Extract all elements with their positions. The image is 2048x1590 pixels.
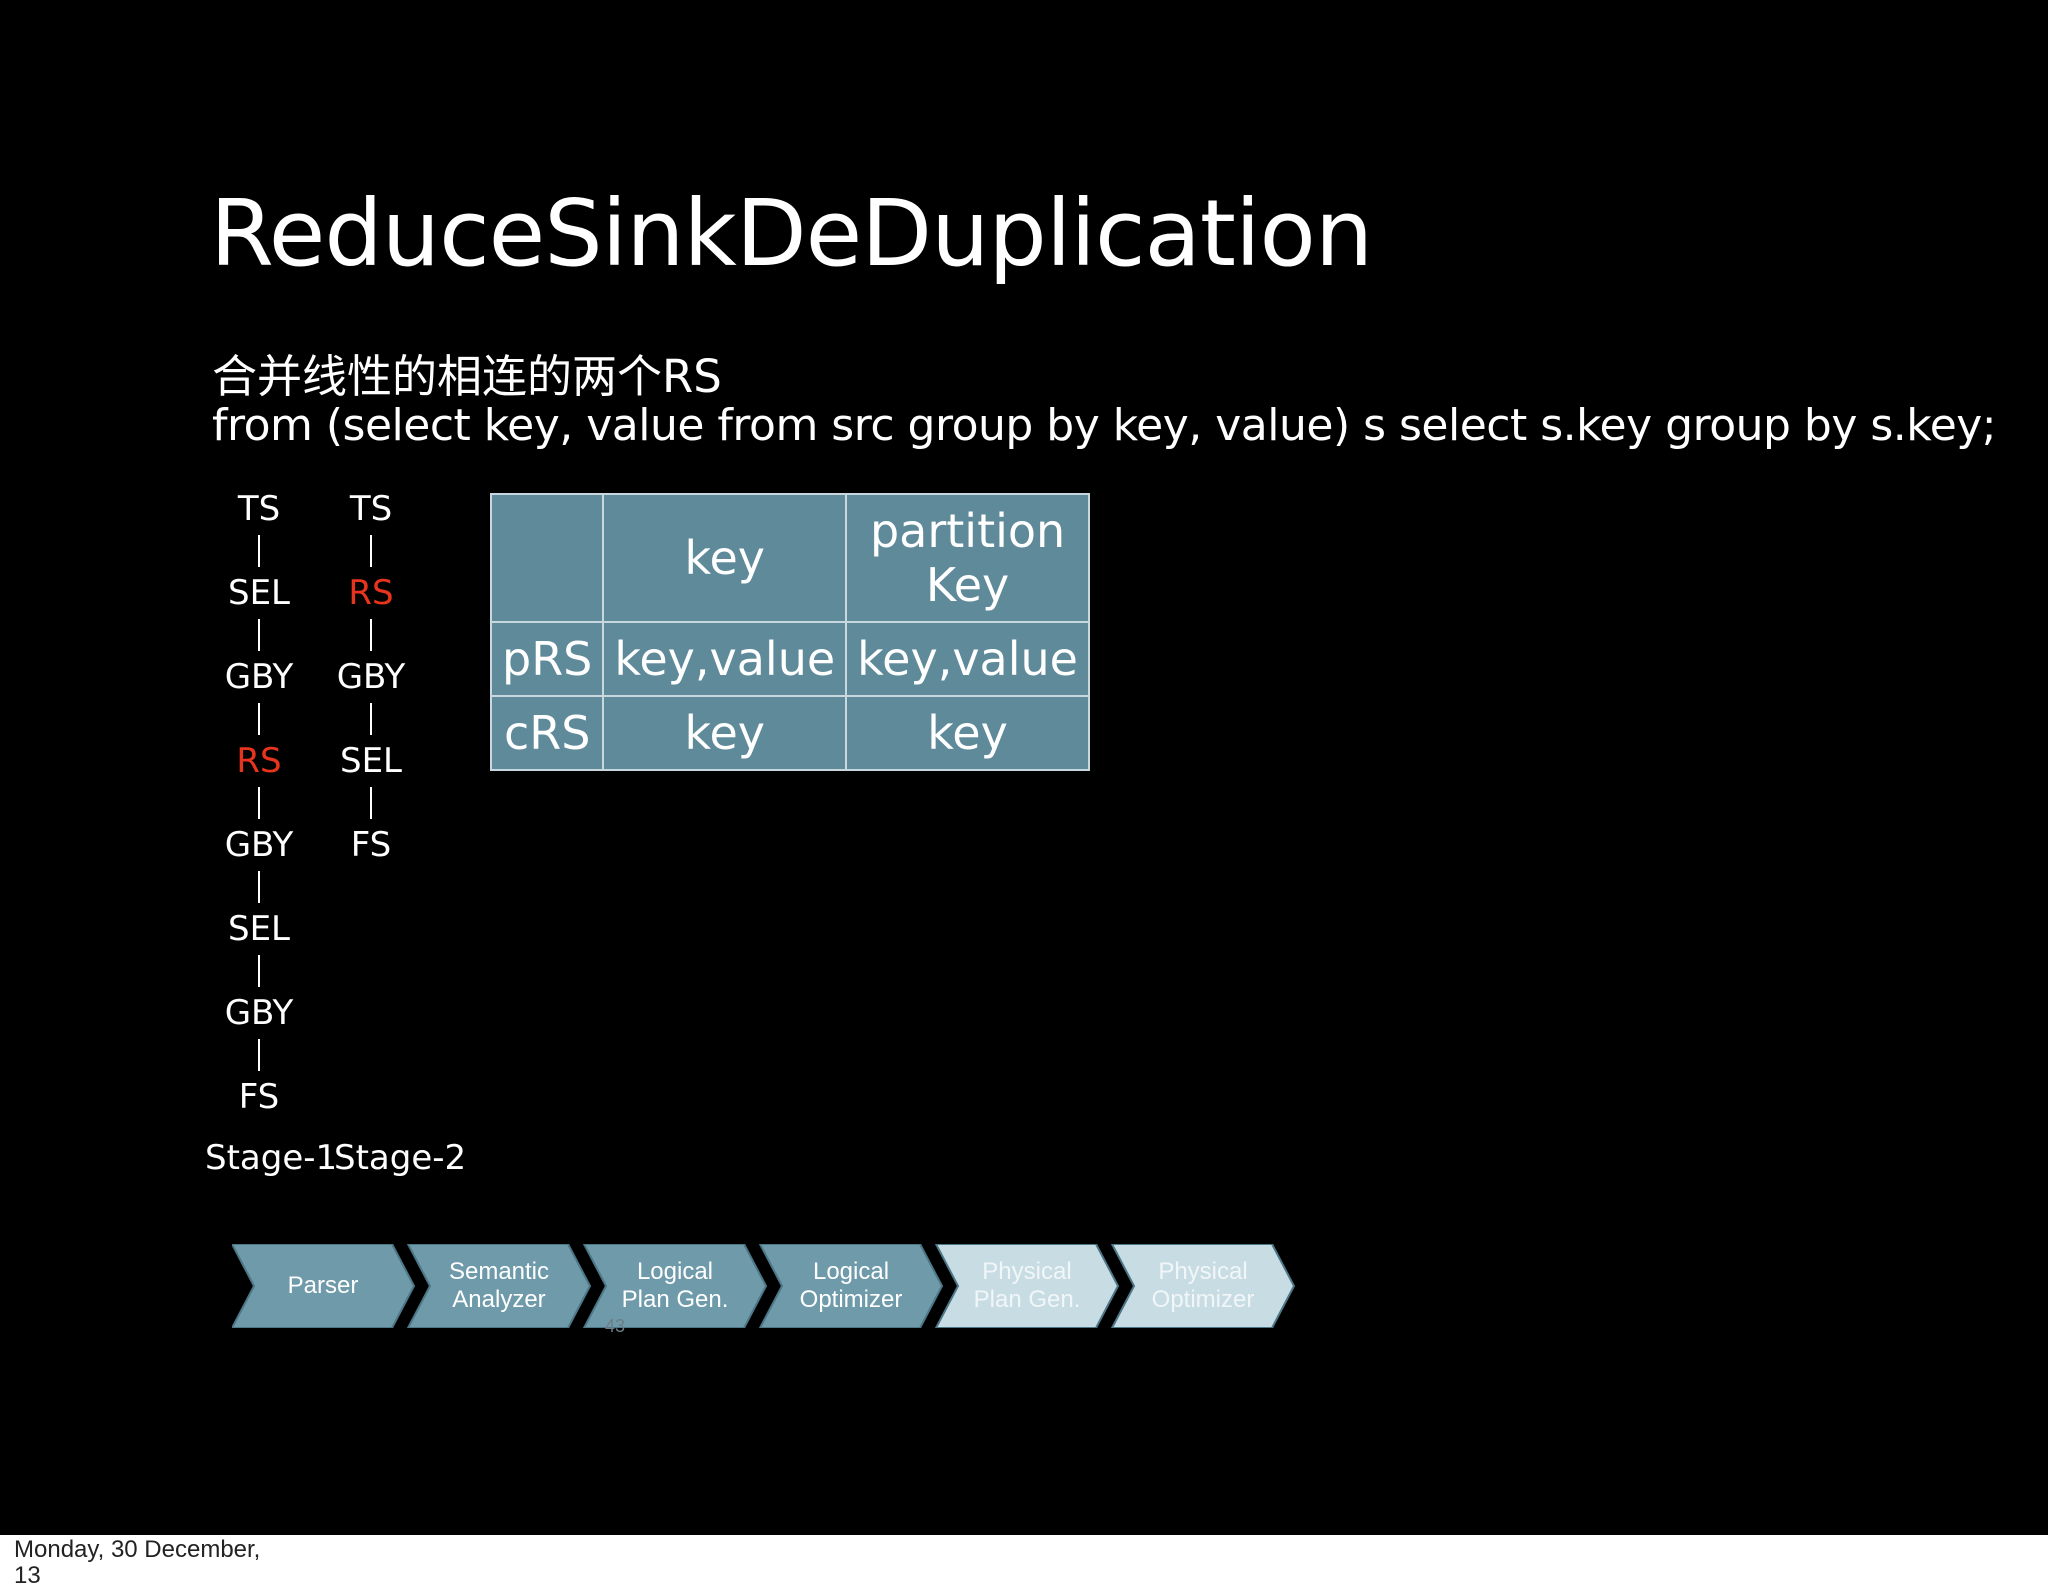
rs-comparison-table: key partition Key pRS key,value key,value… [489, 493, 1090, 771]
compiler-pipeline [232, 1244, 1296, 1328]
stage1-label: Stage-1 [205, 1138, 338, 1178]
connector [258, 535, 260, 567]
stage2-node-ts: TS [349, 489, 393, 529]
connector [258, 871, 260, 903]
pipeline-label: Parser [248, 1244, 398, 1328]
pipeline-label-line: Logical [636, 1258, 714, 1285]
table-cell: cRS [489, 695, 605, 771]
query-text: from (select key, value from src group b… [212, 400, 1997, 451]
connector [258, 1039, 260, 1071]
pipeline-label-line: Plan Gen. [621, 1286, 729, 1313]
table-header-cell: partition Key [845, 493, 1090, 623]
table-header-row: key partition Key [489, 493, 1090, 623]
stage2-node-sel: SEL [339, 741, 402, 781]
table-cell: key [602, 695, 848, 771]
stage2-node-fs: FS [350, 825, 392, 865]
stage1-node-sel: SEL [227, 573, 290, 613]
table-row: pRS key,value key,value [489, 621, 1090, 697]
pipeline-label-line: Plan Gen. [973, 1286, 1081, 1313]
table-header-cell [489, 493, 605, 623]
pipeline-step-semantic-analyzer [406, 1244, 592, 1328]
page-number: 43 [605, 1316, 626, 1336]
stage2-label: Stage-2 [334, 1138, 467, 1178]
stage1-node-sel: SEL [227, 909, 290, 949]
pipeline-label-line: Physical [1158, 1258, 1248, 1285]
footer-year: 13 [14, 1562, 41, 1589]
pipeline-label-line: Semantic [448, 1258, 550, 1285]
pipeline-label-line: Parser [287, 1272, 359, 1299]
slide-subtitle: 合并线性的相连的两个RS [212, 350, 722, 403]
table-row: cRS key key [489, 695, 1090, 771]
pipeline-label-line: Optimizer [1151, 1286, 1255, 1313]
stage2-node-gby: GBY [336, 657, 406, 697]
connector [370, 535, 372, 567]
pipeline-step-logical-plan-gen [582, 1244, 768, 1328]
pipeline-label-line: Optimizer [799, 1286, 903, 1313]
pipeline-step-parser [232, 1244, 416, 1328]
table-cell: key,value [845, 621, 1090, 697]
slide: ReduceSinkDeDuplication 合并线性的相连的两个RS fro… [0, 0, 2048, 1535]
pipeline-label: Physical Optimizer [1128, 1244, 1278, 1328]
stage2-operator-chain: TS RS GBY SEL FS [301, 488, 441, 866]
table-cell: key [845, 695, 1090, 771]
pipeline-label-line: Logical [812, 1258, 890, 1285]
pipeline-label: Logical Plan Gen. [600, 1244, 750, 1328]
stage1-operator-chain: TS SEL GBY RS GBY SEL GBY FS [189, 488, 329, 1118]
connector [370, 787, 372, 819]
connector [258, 619, 260, 651]
stage1-node-fs: FS [238, 1077, 280, 1117]
stage1-node-gby: GBY [224, 993, 294, 1033]
connector [370, 619, 372, 651]
pipeline-label-line: Analyzer [452, 1286, 546, 1313]
stage1-node-ts: TS [237, 489, 281, 529]
footer-date: Monday, 30 December, [14, 1536, 261, 1563]
slide-title: ReduceSinkDeDuplication [210, 180, 1373, 287]
connector [258, 703, 260, 735]
pipeline-step-logical-optimizer [758, 1244, 944, 1328]
connector [258, 955, 260, 987]
pipeline-label: Logical Optimizer [776, 1244, 926, 1328]
pipeline-step-physical-plan-gen [934, 1244, 1120, 1328]
pipeline-label-line: Physical [982, 1258, 1072, 1285]
stage1-node-rs-highlight: RS [236, 741, 282, 781]
table-cell: key,value [602, 621, 848, 697]
stage1-node-gby: GBY [224, 825, 294, 865]
connector [258, 787, 260, 819]
pipeline-label: Physical Plan Gen. [952, 1244, 1102, 1328]
stage1-node-gby: GBY [224, 657, 294, 697]
table-cell: pRS [489, 621, 605, 697]
table-header-cell: key [602, 493, 848, 623]
pipeline-label: Semantic Analyzer [424, 1244, 574, 1328]
pipeline-step-physical-optimizer [1110, 1244, 1296, 1328]
stage2-node-rs-highlight: RS [348, 573, 394, 613]
connector [370, 703, 372, 735]
